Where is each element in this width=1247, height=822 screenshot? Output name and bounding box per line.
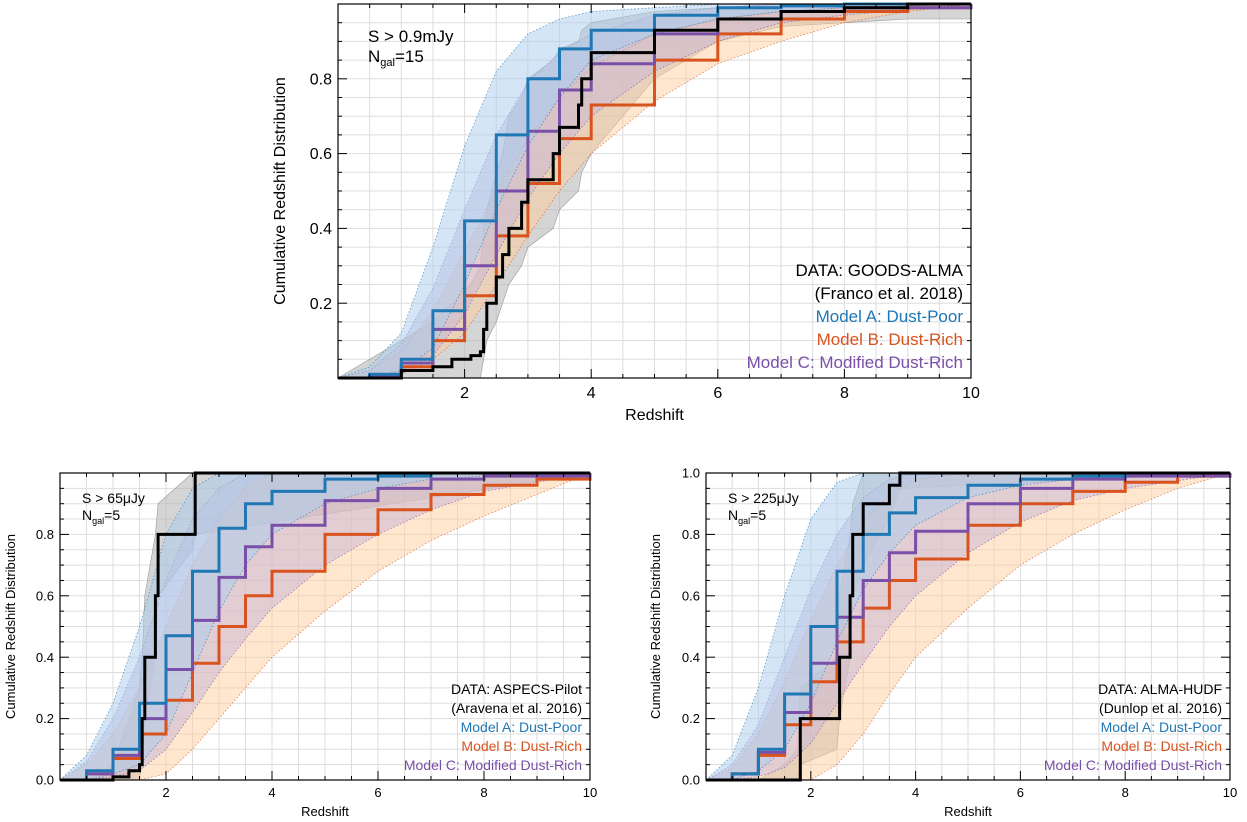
legend-entry: DATA: ALMA-HUDF: [1098, 681, 1222, 697]
y-tick-label: 0.2: [36, 711, 54, 726]
x-tick-label: 10: [1223, 785, 1237, 800]
model_a-line: [338, 2, 971, 380]
ngal-subscript: gal: [738, 516, 750, 526]
x-tick-label: 6: [713, 385, 722, 402]
legend-entry: (Aravena et al. 2016): [451, 700, 582, 716]
data-line: [338, 2, 971, 380]
y-tick-label: 0.0: [682, 773, 700, 788]
ngal-symbol: N: [82, 507, 92, 523]
x-tick-label: 6: [374, 785, 381, 800]
x-tick-label: 4: [912, 785, 919, 800]
ngal-subscript: gal: [380, 57, 395, 69]
ngal-label: Ngal=15: [368, 47, 424, 69]
x-axis-label: Redshift: [301, 804, 349, 819]
x-tick-label: 2: [807, 785, 814, 800]
y-tick-label: 0.8: [682, 527, 700, 542]
flux-cut-label: S > 0.9mJy: [368, 27, 454, 46]
y-tick-label: 0.6: [36, 588, 54, 603]
y-tick-label: 0.4: [310, 221, 332, 238]
model_b-line: [60, 473, 592, 782]
ngal-label: Ngal=5: [728, 507, 766, 526]
y-axis-label: Cumulative Redshift Distribution: [3, 534, 18, 719]
x-tick-label: 10: [962, 385, 980, 402]
y-tick-label: 0.0: [36, 773, 54, 788]
y-tick-label: 0.6: [310, 146, 332, 163]
legend-entry: Model B: Dust-Rich: [817, 330, 963, 349]
ngal-value: =5: [750, 507, 766, 523]
legend-entry: DATA: ASPECS-Pilot: [451, 681, 582, 697]
x-tick-label: 6: [1017, 785, 1024, 800]
model_c-line: [706, 473, 1232, 782]
y-tick-label: 0.2: [682, 711, 700, 726]
x-tick-label: 10: [583, 785, 597, 800]
x-tick-label: 8: [1122, 785, 1129, 800]
panel-top: 2 4 6 8 10 0.2 0.4 0.6 0.8 Redshift Cumulative Red…: [272, 2, 980, 424]
x-tick-label: 8: [480, 785, 487, 800]
y-tick-label: 0.6: [682, 588, 700, 603]
ngal-symbol: N: [368, 47, 380, 66]
x-tick-label: 2: [460, 385, 469, 402]
legend-entry: Model C: Modified Dust-Rich: [1044, 757, 1222, 773]
legend-entry: Model B: Dust-Rich: [461, 738, 582, 754]
x-axis-label: Redshift: [625, 407, 684, 424]
panel-bottom-right: 2 4 6 8 10 0.0 0.2 0.4 0.6 0.8 1.0 Redshift Cumulati…: [648, 466, 1237, 819]
ngal-subscript: gal: [92, 516, 104, 526]
flux-cut-label: S > 65μJy: [82, 490, 145, 506]
x-tick-label: 4: [268, 785, 275, 800]
y-tick-label: 0.8: [310, 71, 332, 88]
legend-entry: Model A: Dust-Poor: [816, 307, 964, 326]
model_c-line: [60, 473, 592, 782]
legend-entry: (Franco et al. 2018): [815, 284, 963, 303]
y-tick-label: 0.2: [310, 296, 332, 313]
legend-entry: Model C: Modified Dust-Rich: [747, 353, 963, 372]
legend-entry: DATA: GOODS-ALMA: [795, 261, 963, 280]
ngal-label: Ngal=5: [82, 507, 120, 526]
legend-entry: Model B: Dust-Rich: [1101, 738, 1222, 754]
x-tick-label: 4: [587, 385, 596, 402]
x-tick-label: 8: [840, 385, 849, 402]
model_a-uncertainty-band: [58, 472, 591, 781]
x-axis-label: Redshift: [944, 804, 992, 819]
ngal-value: =15: [395, 47, 424, 66]
legend-entry: Model C: Modified Dust-Rich: [404, 757, 582, 773]
legend-entry: Model A: Dust-Poor: [461, 719, 583, 735]
y-tick-label: 1.0: [682, 466, 700, 481]
y-tick-label: 0.4: [682, 650, 700, 665]
ngal-symbol: N: [728, 507, 738, 523]
data-line: [60, 471, 590, 782]
legend-entry: Model A: Dust-Poor: [1101, 719, 1223, 735]
ngal-value: =5: [104, 507, 120, 523]
y-axis-label: Cumulative Redshift Distribution: [272, 77, 289, 305]
flux-cut-label: S > 225μJy: [728, 490, 799, 506]
model_a-line: [706, 471, 1230, 782]
x-tick-label: 2: [162, 785, 169, 800]
y-tick-label: 0.4: [36, 650, 54, 665]
y-axis-label: Cumulative Redshift Distribution: [648, 534, 663, 719]
y-tick-label: 0.8: [36, 527, 54, 542]
panel-bottom-left: 2 4 6 8 10 0.0 0.2 0.4 0.6 0.8 Redshift Cumulative …: [3, 471, 597, 819]
legend-entry: (Dunlop et al. 2016): [1099, 700, 1222, 716]
